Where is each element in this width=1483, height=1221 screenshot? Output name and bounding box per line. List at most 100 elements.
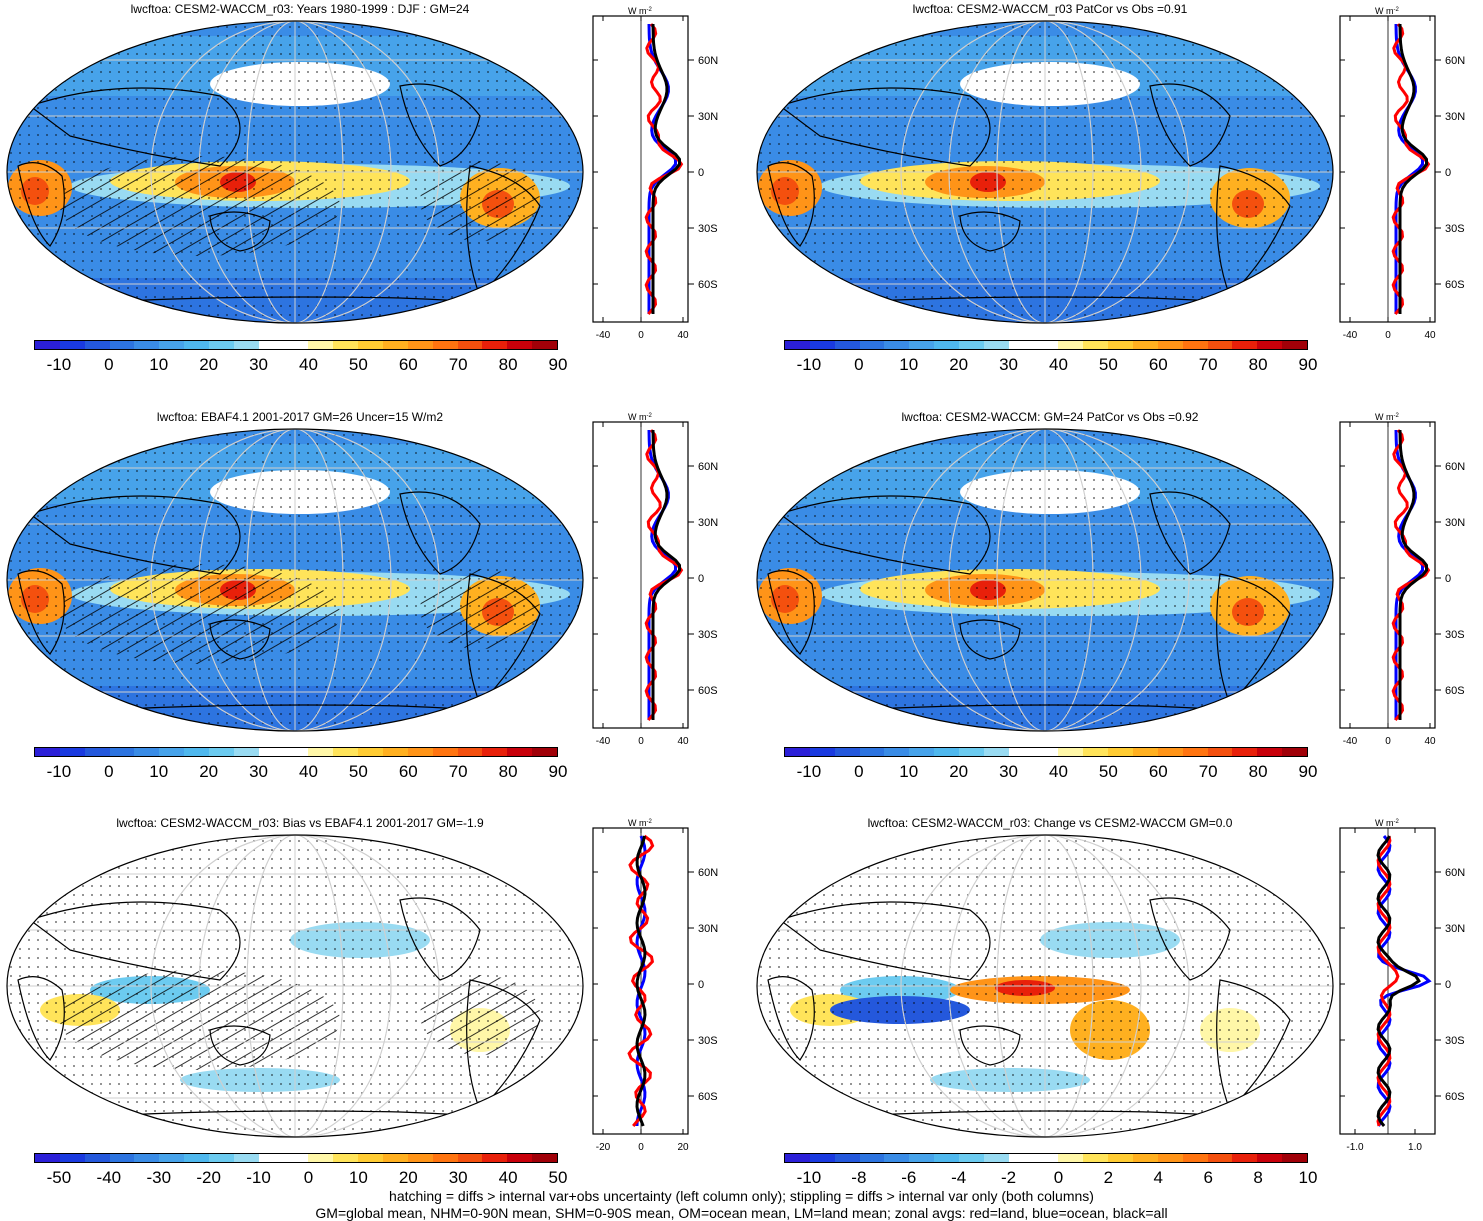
map-border <box>756 834 1334 1138</box>
colorbar-swatch <box>457 1154 483 1162</box>
colorbar-panel-3 <box>34 747 558 757</box>
zonal-lat-label: 60N <box>698 461 718 473</box>
colorbar-swatch <box>358 1154 384 1162</box>
colorbar-tick-label: 50 <box>1098 762 1118 781</box>
colorbar-swatch <box>1257 341 1283 349</box>
zonal-lat-label: 60S <box>698 685 718 697</box>
zonal-lat-label: 60N <box>698 55 718 67</box>
colorbar-swatch <box>507 341 533 349</box>
colorbar-tick-label: -40 <box>96 1168 122 1187</box>
zonal-lat-label: 30S <box>698 1035 718 1047</box>
colorbar-tick-label: 60 <box>1148 355 1168 374</box>
zonal-all-line <box>651 23 681 314</box>
colorbar-swatch <box>383 1154 408 1162</box>
zonal-unit-label: W m-2 <box>628 412 652 422</box>
colorbar-swatch <box>934 748 960 756</box>
colorbar-swatch <box>1108 748 1134 756</box>
zonal-x-tick-label: 0 <box>1385 330 1391 341</box>
colorbar-tick-label: -30 <box>146 1168 172 1187</box>
colorbar-tick-label: 0 <box>104 762 114 781</box>
colorbar-swatch <box>1033 341 1059 349</box>
colorbar-tick-label: -10 <box>796 355 822 374</box>
colorbar-swatch <box>934 341 960 349</box>
colorbar-swatch <box>1207 341 1233 349</box>
colorbar-tick-label: 60 <box>398 355 418 374</box>
colorbar-swatch <box>258 748 284 756</box>
colorbar-swatch <box>308 1154 334 1162</box>
colorbar-swatch <box>209 748 234 756</box>
colorbar-tick-label: 20 <box>949 355 969 374</box>
colorbar-tick-label: 80 <box>1248 355 1268 374</box>
colorbar-swatch <box>1182 341 1208 349</box>
colorbar-swatch <box>358 341 384 349</box>
map-panel-3 <box>6 428 584 732</box>
zonal-plot-panel-6: W m-2 60N 30N 0 30S 60S -1.0 1.0 <box>1339 818 1465 1153</box>
zonal-lat-label: 30S <box>1445 1035 1465 1047</box>
zonal-lat-label: 30N <box>698 517 718 529</box>
colorbar-swatch <box>532 341 558 349</box>
colorbar-tick-label: 50 <box>548 1168 568 1187</box>
colorbar-swatch <box>333 1154 359 1162</box>
map-panel-5 <box>6 834 584 1138</box>
colorbar-swatch <box>1133 1154 1158 1162</box>
colorbar-tick-label: 0 <box>303 1168 314 1187</box>
colorbar-tick-label: -10 <box>246 1168 271 1187</box>
zonal-x-tick-label: 1.0 <box>1408 1142 1422 1153</box>
zonal-lat-label: 30S <box>1445 629 1465 641</box>
colorbar-swatch <box>834 341 860 349</box>
zonal-lat-label: 0 <box>698 573 704 585</box>
zonal-frame <box>1339 827 1436 1135</box>
colorbar-swatch <box>1108 341 1134 349</box>
zonal-ocean-line <box>635 835 647 1127</box>
colorbar-swatch <box>109 748 135 756</box>
colorbar-tick-label: 30 <box>999 762 1019 781</box>
map-panel-4 <box>756 428 1334 732</box>
graticule <box>757 429 1333 731</box>
colorbar-panel-4 <box>784 747 1308 757</box>
colorbar-tick-label: 70 <box>448 355 468 374</box>
colorbar-swatch <box>159 748 185 756</box>
colorbar-swatch <box>785 748 810 756</box>
colorbar-swatch <box>909 341 935 349</box>
colorbar-tick-label: 6 <box>1203 1168 1213 1187</box>
zonal-all-line <box>1398 23 1428 314</box>
colorbar-swatch <box>432 341 458 349</box>
zonal-plot-panel-1: W m-2 60N 30N 0 30S 60S -40 0 40 <box>592 6 718 341</box>
colorbar-tick-label: 90 <box>1298 762 1318 781</box>
panel-3-title: lwcftoa: EBAF4.1 2001-2017 GM=26 Uncer=1… <box>156 410 444 424</box>
colorbar-tick-label: 10 <box>149 762 169 781</box>
colorbar-swatch <box>859 341 885 349</box>
colorbar-swatch <box>59 341 85 349</box>
zonal-x-tick-label: -40 <box>596 736 611 747</box>
colorbar-swatch <box>1157 341 1183 349</box>
colorbar-swatch <box>308 748 334 756</box>
colorbar-tick-label: 0 <box>1053 1168 1064 1187</box>
colorbar-tick-label: 40 <box>1049 762 1068 781</box>
colorbar-swatch <box>934 1154 960 1162</box>
colorbar-panel-6 <box>784 1153 1308 1163</box>
zonal-x-tick-label: 0 <box>638 330 644 341</box>
map-field <box>7 835 583 1137</box>
colorbar-tick-label: -10 <box>46 355 72 374</box>
panel-4-title: lwcftoa: CESM2-WACCM: GM=24 PatCor vs Ob… <box>901 410 1199 424</box>
colorbar-swatch <box>407 341 433 349</box>
footer-hatching-note: hatching = diffs > internal var+obs unce… <box>389 1188 1094 1204</box>
colorbar-tick-label: 90 <box>548 762 568 781</box>
colorbar-swatch <box>258 1154 284 1162</box>
map-panel-6 <box>756 834 1334 1138</box>
colorbar-swatch <box>859 748 885 756</box>
graticule <box>7 835 583 1137</box>
colorbar-swatch <box>233 1154 259 1162</box>
map-border <box>6 428 584 732</box>
colorbar-tick-label: 50 <box>1098 355 1118 374</box>
colorbar-swatch <box>507 1154 533 1162</box>
colorbar-swatch <box>884 341 910 349</box>
colorbar-tick-label: 70 <box>1198 762 1218 781</box>
colorbar-tick-label: 40 <box>498 1168 518 1187</box>
zonal-plot-panel-4: W m-2 60N 30N 0 30S 60S -40 0 40 <box>1339 412 1465 747</box>
zonal-x-tick-label: 40 <box>1424 330 1436 341</box>
zonal-land-line <box>1391 429 1431 721</box>
colorbar-swatch <box>159 1154 185 1162</box>
colorbar-swatch <box>308 341 334 349</box>
zonal-unit-label: W m-2 <box>628 818 652 828</box>
